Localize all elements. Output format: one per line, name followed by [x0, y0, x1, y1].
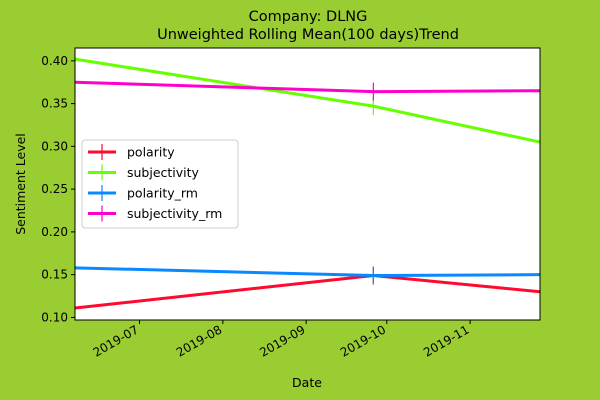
x-tick-label: 2019-08	[174, 322, 224, 359]
y-tick-label: 0.20	[41, 225, 68, 239]
legend-box	[81, 139, 239, 229]
legend-label-polarity_rm: polarity_rm	[127, 186, 198, 201]
x-tick-label: 2019-07	[91, 322, 141, 359]
chart-title: Company: DLNG	[249, 9, 368, 25]
x-axis-label: Date	[292, 375, 322, 390]
x-tick-label: 2019-11	[421, 322, 471, 359]
y-tick-label: 0.30	[41, 139, 68, 153]
x-tick-label: 2019-10	[338, 322, 388, 359]
chart-subtitle: Unweighted Rolling Mean(100 days)Trend	[157, 27, 459, 43]
y-tick-label: 0.40	[41, 54, 68, 68]
y-tick-label: 0.25	[41, 182, 68, 196]
legend: polarity subjectivity polarity_rm subjectiv…	[81, 139, 239, 229]
y-axis-label: Sentiment Level	[13, 133, 28, 235]
series-layer	[74, 57, 541, 310]
y-tick-label: 0.15	[41, 268, 68, 282]
legend-label-subjectivity: subjectivity	[127, 165, 200, 180]
x-tick-label: 2019-09	[257, 322, 307, 359]
legend-label-polarity: polarity	[127, 145, 175, 160]
y-tick-label: 0.10	[41, 310, 68, 324]
y-tick-label: 0.35	[41, 97, 68, 111]
plot-frame	[74, 47, 541, 321]
legend-label-subjectivity_rm: subjectivity_rm	[127, 206, 222, 221]
